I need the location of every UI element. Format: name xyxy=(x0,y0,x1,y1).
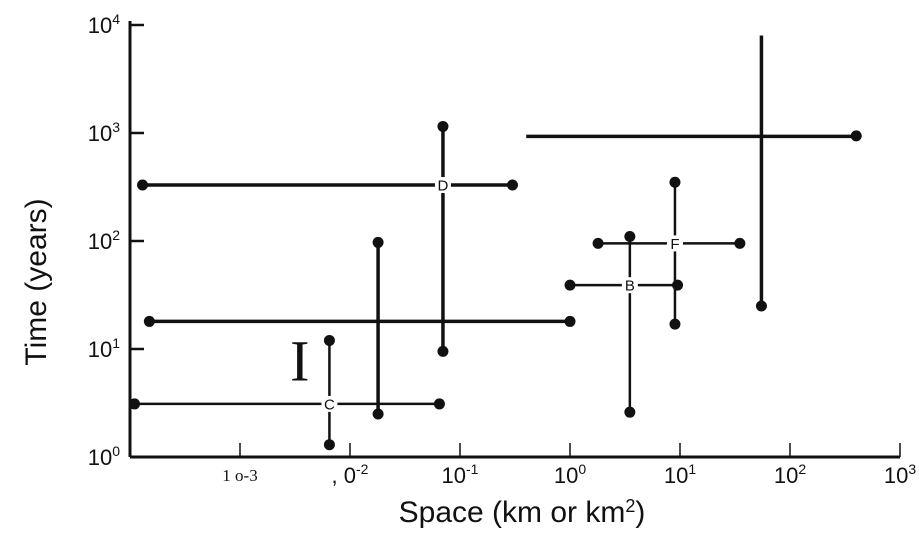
range-cross-3 xyxy=(143,236,576,420)
labels: I xyxy=(290,328,309,393)
y-tick-label: 100 xyxy=(88,443,120,470)
range-end-point xyxy=(672,279,684,291)
range-end-point xyxy=(850,130,862,142)
x-tick-label: 1 o-3 xyxy=(222,466,257,485)
range-end-point xyxy=(669,318,681,330)
cross-label: D xyxy=(438,178,449,195)
range-end-point xyxy=(323,334,335,346)
x-axis-title: Space (km or km2) xyxy=(399,496,646,529)
range-end-point xyxy=(129,398,141,410)
y-tick-label: 103 xyxy=(88,119,120,146)
range-end-point xyxy=(433,398,445,410)
x-tick-label: 103 xyxy=(884,461,916,488)
range-end-point xyxy=(564,279,576,291)
range-cross-2 xyxy=(526,35,862,312)
range-end-point xyxy=(506,179,518,191)
range-end-point xyxy=(372,408,384,420)
range-cross-D: D xyxy=(137,120,518,357)
range-end-point xyxy=(755,300,767,312)
range-cross-F: F xyxy=(592,176,746,330)
range-end-point xyxy=(734,237,746,249)
label-background xyxy=(621,277,638,294)
cross-label: F xyxy=(670,236,679,253)
annotation-mark: I xyxy=(290,328,309,393)
y-axis-title: Time (years) xyxy=(20,198,53,365)
range-end-point xyxy=(437,120,449,132)
range-end-point xyxy=(669,176,681,188)
y-tick-label: 101 xyxy=(88,335,120,362)
range-end-point xyxy=(624,231,636,243)
x-tick-label: 100 xyxy=(554,461,586,488)
label-background xyxy=(666,235,683,252)
y-tick-label: 104 xyxy=(88,11,120,38)
range-end-point xyxy=(564,315,576,327)
range-end-point xyxy=(592,237,604,249)
x-tick-label: 102 xyxy=(774,461,806,488)
range-end-point xyxy=(372,236,384,248)
x-tick-label: , 0-2 xyxy=(332,461,369,488)
label-background xyxy=(434,177,451,194)
range-end-point xyxy=(143,315,155,327)
range-cross-B: B xyxy=(564,231,684,418)
axes: 100 101 102 103 104 1 o-3 , 0-2 10-1 100 101 102 10… xyxy=(88,11,917,488)
range-end-point xyxy=(323,439,335,451)
range-end-point xyxy=(437,345,449,357)
cross-label: B xyxy=(625,278,635,295)
range-end-point xyxy=(137,179,149,191)
cross-label: C xyxy=(324,396,335,413)
x-tick-label: 10-1 xyxy=(442,461,479,488)
range-cross-C: C xyxy=(129,334,445,451)
label-background xyxy=(321,395,338,412)
range-end-point xyxy=(624,406,636,418)
x-tick-label: 101 xyxy=(664,461,696,488)
range-bars: D C B F xyxy=(129,35,862,451)
y-tick-label: 102 xyxy=(88,227,120,254)
